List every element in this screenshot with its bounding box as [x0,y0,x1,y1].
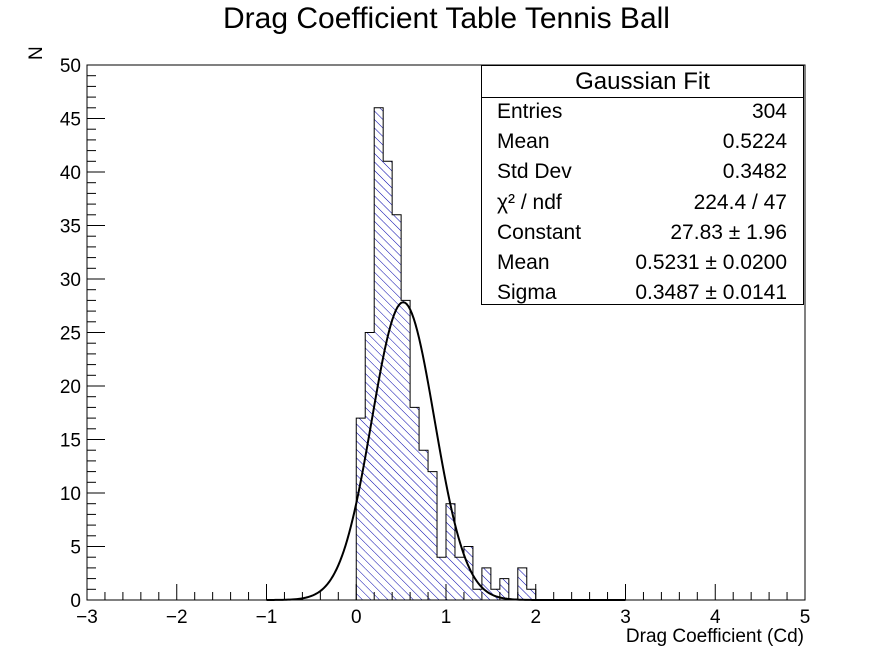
y-tick-label: 35 [60,217,81,238]
stats-key: Entries [497,100,563,123]
y-tick-label: 25 [60,324,81,345]
histogram-bin [517,567,527,600]
histogram-bin [365,332,375,600]
stats-row: Constant 27.83 ± 1.96 [497,218,787,248]
x-tick-label: 5 [800,607,811,628]
x-axis-label: Drag Coefficient (Cd) [625,626,804,647]
histogram-bin [428,471,438,600]
stats-title: Gaussian Fit [482,66,803,98]
stats-value: 27.83 ± 1.96 [670,220,787,244]
stats-key: Mean [497,251,550,274]
x-tick-label: 1 [441,607,452,628]
x-tick-label: 0 [351,607,362,628]
y-tick-label: 5 [70,538,81,559]
histogram-bin [481,567,491,600]
stats-row: Std Dev 0.3482 [497,157,787,187]
histogram-bars [355,107,537,601]
stats-value: 304 [751,100,787,123]
x-tick-label: 4 [710,607,721,628]
stats-row: Mean 0.5224 [497,127,787,157]
x-tick-label: 3 [620,607,631,628]
y-tick-label: 30 [60,270,81,291]
stats-value: 0.5224 [722,130,787,154]
stats-row: Sigma 0.3487 ± 0.0141 [497,278,787,308]
histogram-bin [526,589,536,600]
y-axis-label: N [26,46,47,60]
histogram-bin [454,557,464,600]
histogram-bin [410,407,420,600]
stats-key: Constant [497,220,582,244]
x-tick-label: −3 [76,607,98,628]
stats-key: χ² / ndf [497,190,562,214]
y-tick-label: 15 [60,431,81,452]
histogram-outline [355,107,537,601]
histogram-bin [356,418,366,600]
histogram-bin [401,300,411,600]
histogram-bin [419,450,429,600]
y-tick-label: 0 [70,591,81,612]
histogram-bin [490,589,500,600]
stats-row: Entries 304 [497,97,787,127]
stats-key: Mean [497,130,550,154]
x-tick-label: −1 [256,607,278,628]
histogram-bin [437,557,446,600]
histogram-bin [374,107,384,601]
histogram-bin [472,589,482,600]
y-tick-label: 50 [60,56,81,77]
histogram-bin [383,161,393,601]
stats-key: Sigma [497,281,557,305]
x-tick-label: 2 [530,607,541,628]
histogram-bin [392,214,402,601]
stats-value: 0.3482 [722,160,787,184]
stats-row: Mean 0.5231 ± 0.0200 [497,248,787,278]
histogram-bin [446,503,455,600]
y-tick-label: 10 [60,484,81,505]
histogram-bin [463,546,473,600]
x-tick-label: −2 [166,607,188,628]
y-tick-label: 20 [60,377,81,398]
chart-title: Drag Coefficient Table Tennis Ball [223,2,670,35]
stats-box: Gaussian Fit Entries 304 Mean 0.5224 Std Dev… [481,65,804,305]
histogram-bin [499,578,509,600]
y-tick-label: 40 [60,163,81,184]
stats-value: 224.4 / 47 [693,190,787,214]
stats-key: Std Dev [497,160,572,184]
stats-value: 0.3487 ± 0.0141 [635,281,787,305]
y-tick-label: 45 [60,110,81,131]
stats-row: χ² / ndf 224.4 / 47 [497,188,787,218]
stats-value: 0.5231 ± 0.0200 [635,251,787,274]
